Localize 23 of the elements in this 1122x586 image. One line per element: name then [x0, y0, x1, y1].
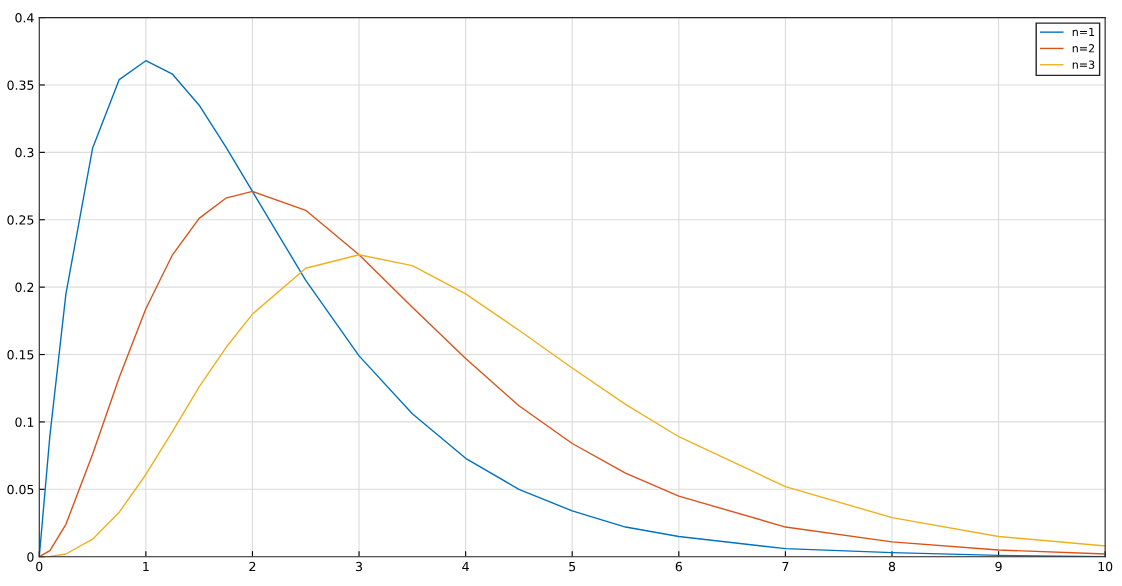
y-tick-label: 0.4 [15, 13, 34, 23]
x-tick-label: 8 [888, 561, 896, 572]
x-tick-label: 4 [462, 561, 469, 572]
y-tick-label: 0.25 [7, 215, 34, 225]
x-tick-label: 10 [1098, 561, 1113, 572]
x-tick-label: 7 [782, 561, 789, 572]
y-tick-label: 0.15 [7, 350, 34, 360]
x-tick-label: 6 [675, 561, 682, 572]
y-tick-label: 0.35 [7, 80, 34, 90]
legend-label: n=3 [1072, 60, 1095, 69]
legend-label: n=1 [1072, 27, 1095, 37]
x-tick-label: 0 [36, 561, 43, 572]
y-tick-label: 0.3 [15, 147, 34, 158]
y-tick-label: 0 [27, 552, 34, 562]
legend-label: n=2 [1072, 44, 1095, 53]
y-tick-label: 0.05 [7, 484, 34, 495]
x-tick-label: 3 [356, 561, 363, 572]
y-tick-label: 0.1 [15, 417, 34, 427]
x-tick-label: 2 [249, 561, 256, 572]
y-tick-label: 0.2 [15, 282, 34, 293]
x-tick-label: 5 [569, 561, 576, 572]
x-tick-label: 1 [143, 561, 149, 572]
x-tick-label: 9 [995, 561, 1002, 572]
